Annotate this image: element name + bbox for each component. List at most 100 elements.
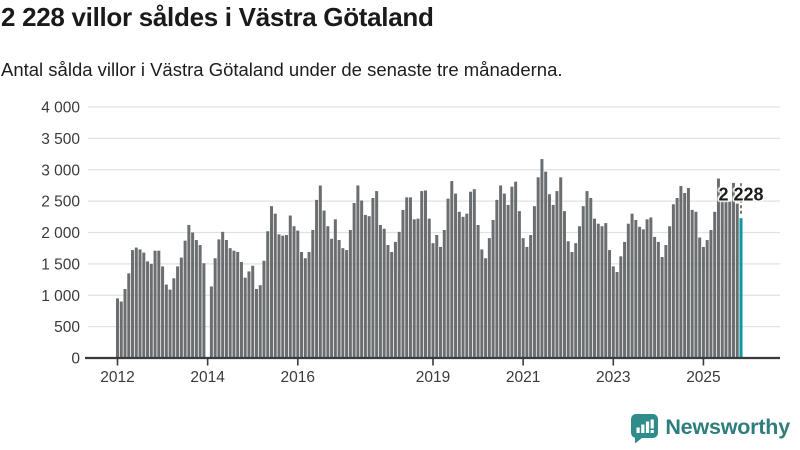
- bar: [544, 171, 548, 358]
- bar: [258, 285, 262, 358]
- bar: [454, 193, 458, 358]
- bar: [217, 239, 221, 358]
- bar: [645, 219, 649, 358]
- bar: [574, 243, 578, 358]
- bar: [701, 246, 705, 358]
- bar: [529, 235, 533, 358]
- bar: [281, 235, 285, 358]
- bar: [149, 263, 153, 359]
- bar: [735, 203, 739, 358]
- bar: [495, 199, 499, 358]
- bar: [303, 258, 307, 358]
- bar: [187, 224, 191, 358]
- mini-bar-1: [636, 427, 641, 433]
- bar: [292, 226, 296, 358]
- bar: [649, 217, 653, 358]
- bar: [356, 185, 360, 358]
- bar: [660, 256, 664, 358]
- bar: [593, 218, 597, 358]
- bar: [439, 246, 443, 358]
- bar: [311, 229, 315, 358]
- bar: [491, 219, 495, 358]
- bar: [333, 219, 337, 358]
- y-tick-label: 3 000: [41, 162, 80, 179]
- bar: [570, 251, 574, 358]
- bar: [608, 250, 612, 358]
- newsworthy-logo[interactable]: Newsworthy: [631, 411, 790, 445]
- bar: [547, 194, 551, 358]
- bar: [615, 272, 619, 358]
- x-tick-label: 2021: [506, 369, 540, 386]
- bar: [499, 185, 503, 358]
- x-tick-label: 2019: [416, 369, 450, 386]
- bar: [119, 301, 123, 359]
- bar: [397, 231, 401, 358]
- bar: [450, 181, 454, 358]
- bar: [172, 278, 176, 358]
- bar: [517, 211, 521, 358]
- bar: [442, 229, 446, 358]
- bar: [446, 198, 450, 358]
- bar: [239, 261, 243, 358]
- bar: [653, 236, 657, 358]
- bar: [296, 230, 300, 358]
- bar: [585, 191, 589, 358]
- bar: [142, 252, 146, 358]
- bar: [138, 249, 142, 358]
- bar: [562, 211, 566, 358]
- bar: [427, 218, 431, 358]
- bar: [236, 251, 240, 358]
- bar: [116, 298, 119, 358]
- bar: [337, 240, 341, 358]
- bar: [611, 266, 615, 358]
- bar: [566, 241, 570, 358]
- bar: [604, 223, 608, 358]
- bar: [626, 223, 630, 358]
- y-tick-label: 4 000: [41, 100, 80, 117]
- highlight-bar: [739, 218, 743, 358]
- bar: [638, 226, 642, 358]
- mini-bar-2: [641, 424, 645, 433]
- bar: [656, 241, 660, 358]
- bar: [194, 240, 198, 358]
- bar: [382, 228, 386, 358]
- bar: [480, 249, 484, 358]
- bar: [720, 191, 724, 358]
- bar: [318, 185, 322, 358]
- bar: [694, 211, 698, 358]
- bar: [270, 206, 273, 358]
- bar: [532, 206, 536, 358]
- highlight-value-label: 2 228: [718, 184, 764, 205]
- bar: [360, 200, 364, 358]
- bar: [266, 231, 270, 358]
- bar: [315, 199, 319, 358]
- bar: [198, 245, 202, 358]
- bar: [559, 177, 563, 358]
- bar: [307, 251, 311, 358]
- bar: [668, 226, 672, 358]
- bar: [630, 213, 634, 358]
- bar: [262, 260, 266, 358]
- x-tick-label: 2014: [190, 369, 225, 386]
- bar: [713, 211, 717, 358]
- y-tick-label: 3 500: [41, 131, 80, 148]
- bar: [288, 215, 292, 358]
- bar: [153, 250, 157, 358]
- bar: [484, 258, 488, 358]
- bar: [134, 247, 138, 358]
- bar: [386, 245, 390, 358]
- bar: [596, 223, 600, 358]
- bar: [412, 219, 416, 358]
- bar: [581, 206, 585, 358]
- bar: [536, 177, 540, 358]
- bar: [525, 246, 529, 358]
- bar: [577, 226, 581, 358]
- bar: [683, 192, 687, 358]
- bar: [330, 238, 334, 358]
- bar: [123, 288, 127, 358]
- exclamation-stem: [650, 419, 655, 428]
- speech-bubble-shape: [631, 413, 659, 443]
- bar: [510, 186, 514, 358]
- bar: [367, 216, 371, 358]
- bar: [191, 232, 195, 358]
